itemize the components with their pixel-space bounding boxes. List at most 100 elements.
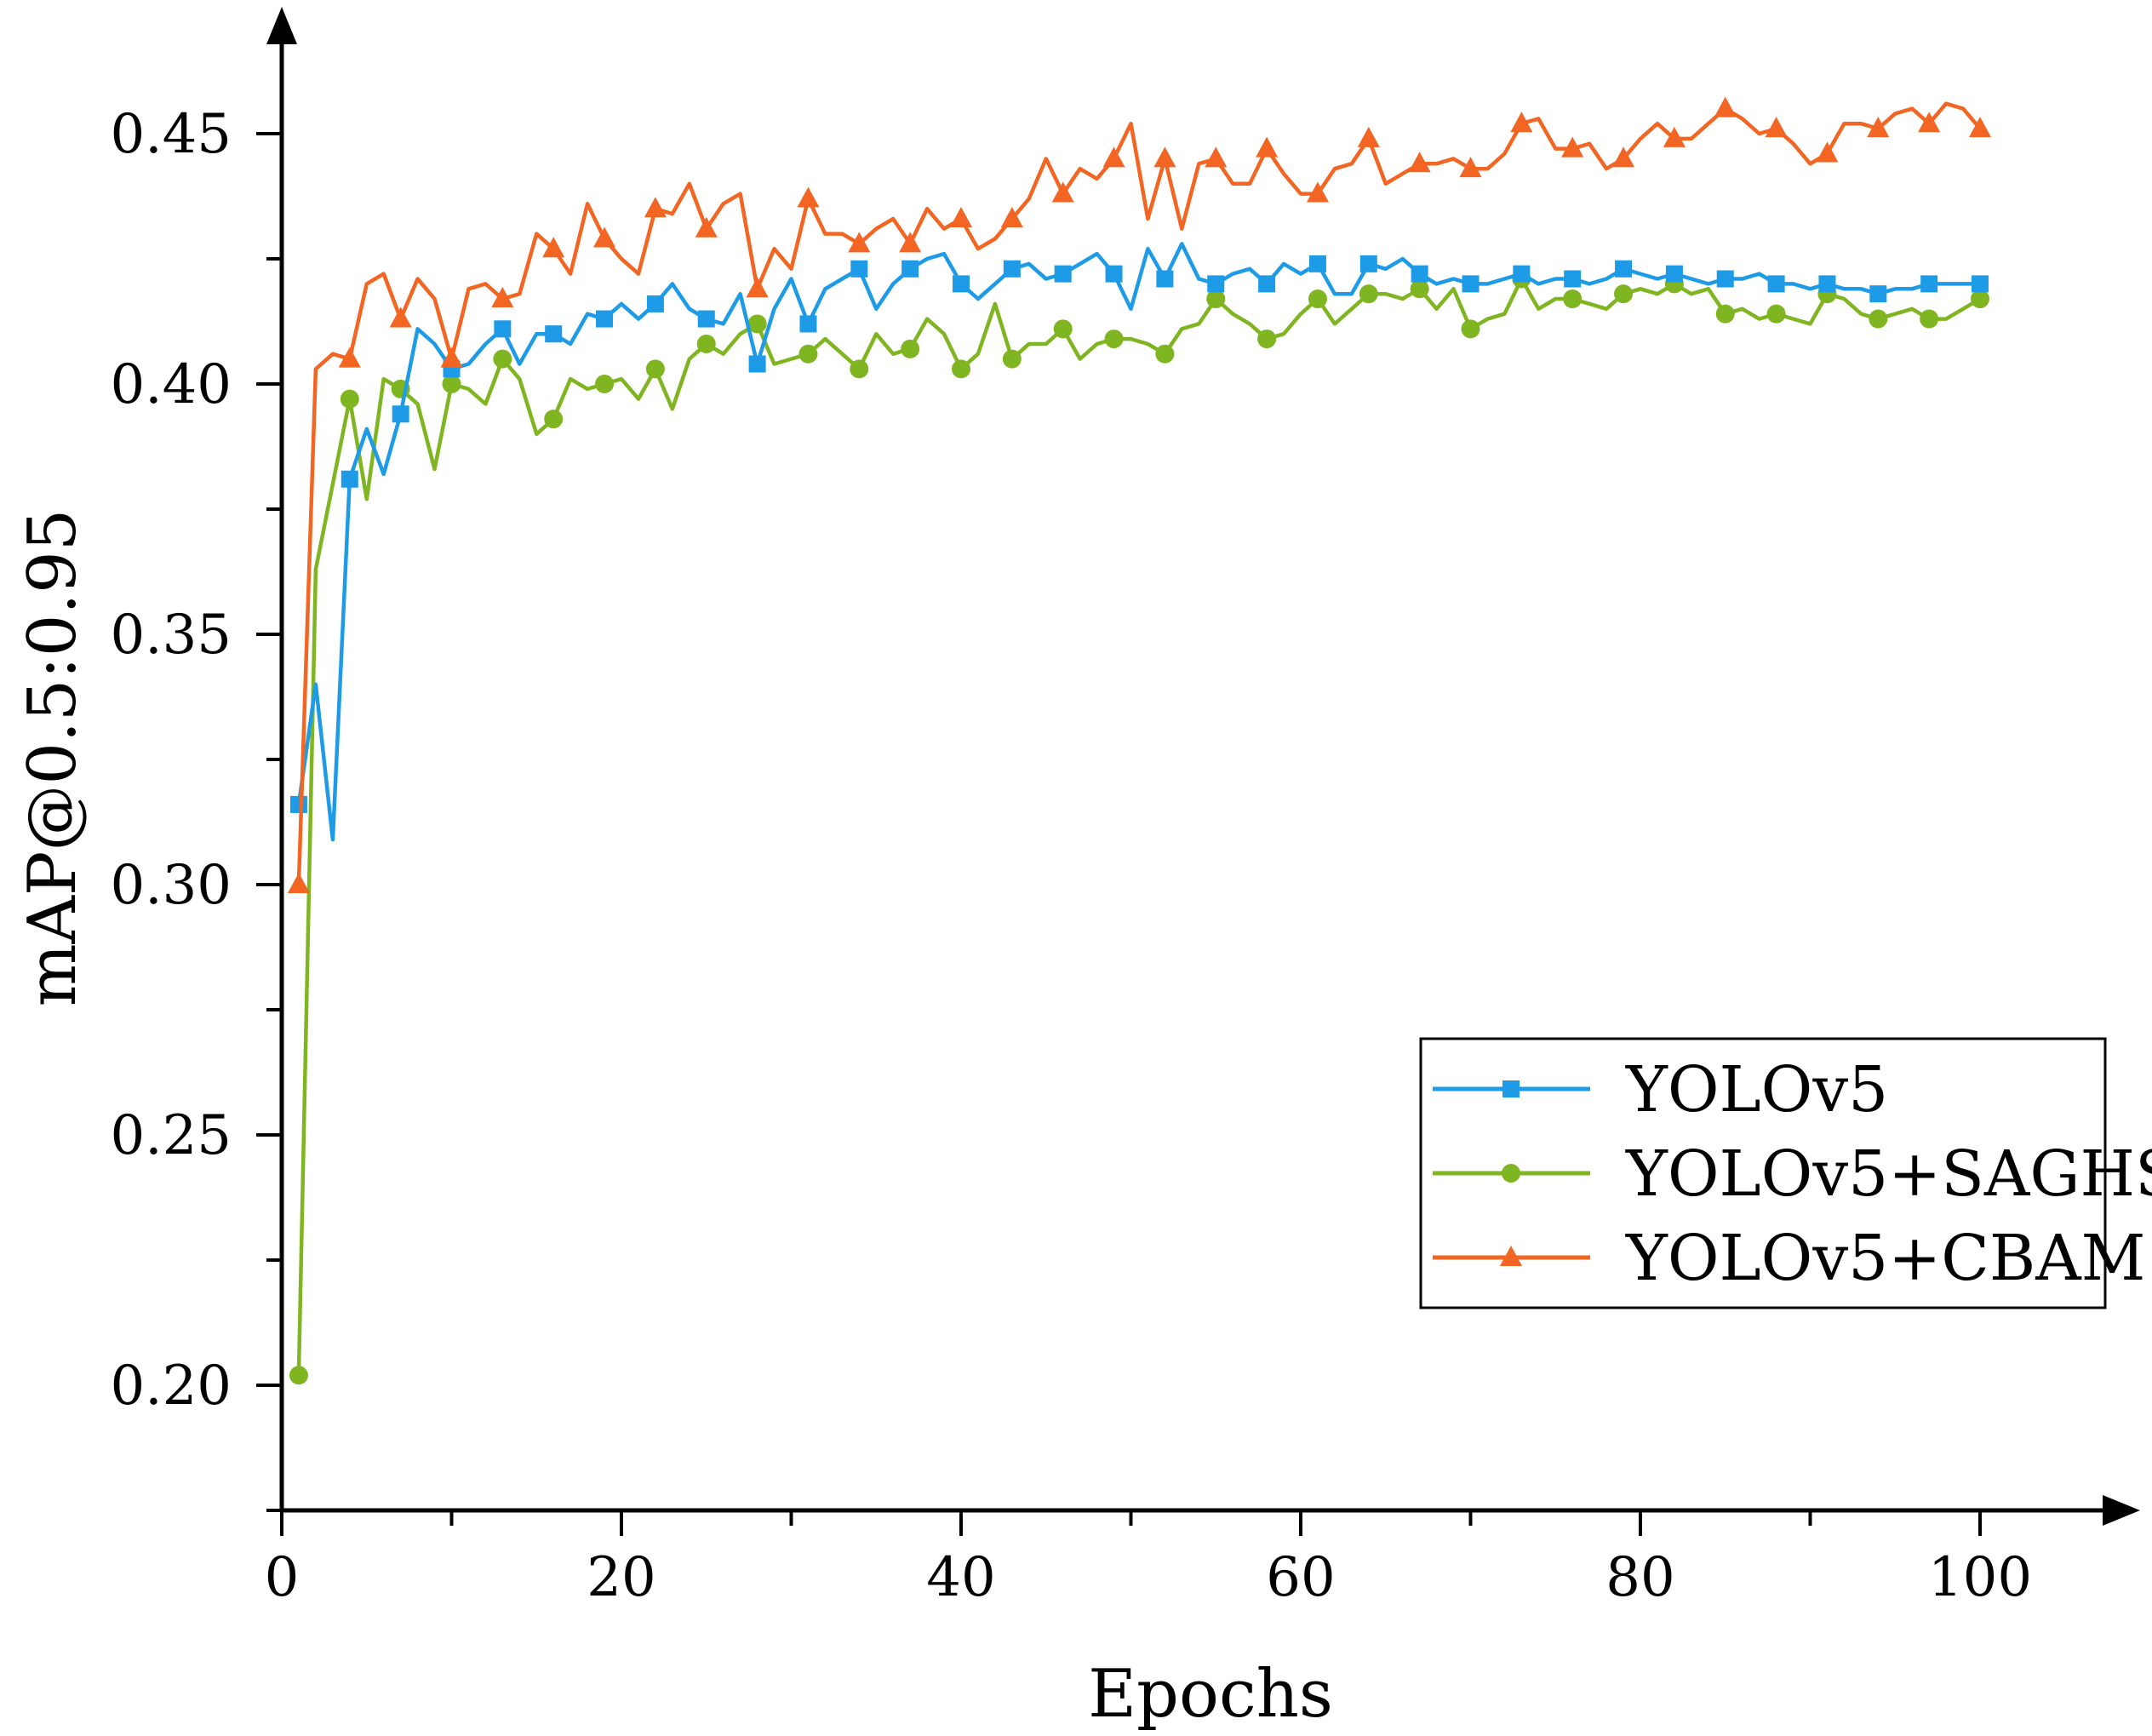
data-point (542, 237, 565, 258)
data-point (491, 287, 514, 308)
data-point (1869, 285, 1887, 303)
data-point (901, 260, 919, 278)
data-point (1867, 117, 1890, 138)
data-point (545, 325, 563, 343)
legend-label: YOLOv5+SAGHS (1625, 1137, 2152, 1211)
data-point (1408, 152, 1431, 173)
data-point (1461, 319, 1480, 339)
data-point (287, 873, 310, 893)
data-point (493, 349, 512, 369)
data-point (1206, 289, 1226, 309)
data-point (1716, 270, 1734, 288)
x-tick-label: 20 (587, 1546, 655, 1609)
data-point (1766, 304, 1786, 324)
ticks (256, 132, 1982, 1536)
data-point (340, 389, 359, 409)
data-point (494, 320, 512, 338)
data-point (1969, 117, 1991, 138)
data-point (593, 226, 616, 248)
data-point (1615, 260, 1633, 278)
data-point (1614, 284, 1634, 304)
data-point (389, 307, 412, 328)
data-point (1306, 181, 1329, 203)
data-point (850, 359, 869, 379)
data-point (1663, 126, 1686, 147)
x-tick-label: 80 (1605, 1546, 1674, 1609)
data-point (596, 310, 614, 328)
data-point (1714, 96, 1737, 117)
data-point (1459, 157, 1482, 178)
tick-labels: 0 20 40 60 80 100 0.20 0.25 0.30 0.35 0.40 0.45 (111, 103, 2033, 1609)
data-point (442, 375, 461, 393)
axes (266, 7, 2140, 1526)
data-point (1816, 141, 1839, 163)
data-point (950, 206, 972, 227)
data-point (1256, 136, 1279, 158)
data-point (1258, 275, 1276, 293)
y-tick-label: 0.30 (111, 854, 232, 917)
series-line (296, 277, 1982, 1376)
data-point (1972, 275, 1989, 293)
y-axis-arrow (266, 7, 297, 44)
data-point (696, 334, 716, 353)
data-point (850, 260, 868, 278)
data-point (595, 375, 615, 393)
legend-label: YOLOv5 (1625, 1053, 1888, 1126)
legend-item: YOLOv5 (1433, 1053, 1888, 1126)
data-point (1002, 349, 1022, 369)
series-line (296, 101, 1982, 885)
legend-item: YOLOv5+SAGHS (1433, 1137, 2152, 1211)
data-point (341, 470, 358, 488)
series-yolov5-saghs (289, 269, 1989, 1385)
data-point (1105, 265, 1123, 283)
data-point (1818, 275, 1836, 293)
data-point (899, 232, 922, 253)
data-point (798, 344, 818, 364)
data-point (747, 314, 767, 334)
series-yolov5-cbam (287, 96, 1991, 893)
data-point (1003, 260, 1021, 278)
data-point (544, 410, 564, 429)
data-point (1257, 329, 1277, 349)
data-point (392, 405, 409, 423)
data-point (697, 310, 715, 328)
data-point (1563, 289, 1583, 309)
data-point (645, 359, 665, 379)
data-point (1920, 309, 1939, 329)
data-point (1156, 270, 1174, 288)
x-axis-arrow (2103, 1495, 2140, 1526)
series-yolov5 (289, 242, 1989, 842)
data-point (1715, 304, 1735, 324)
data-point (901, 339, 920, 358)
data-point (1205, 146, 1228, 168)
data-point (1153, 146, 1176, 168)
legend: YOLOv5 YOLOv5+SAGHS YOLOv5+CBAM (1419, 1037, 2152, 1309)
data-point (1765, 117, 1788, 138)
x-tick-label: 100 (1928, 1546, 2032, 1609)
legend-item: YOLOv5+CBAM (1433, 1222, 2145, 1295)
data-point (1308, 289, 1327, 309)
data-point (1308, 255, 1326, 272)
data-point (953, 275, 970, 293)
x-tick-label: 60 (1266, 1546, 1335, 1609)
data-point (1869, 309, 1888, 329)
legend-marker (1500, 1246, 1522, 1266)
data-point (797, 186, 820, 208)
data-point (1051, 181, 1074, 203)
data-point (644, 197, 667, 218)
legend-marker (1502, 1164, 1520, 1183)
x-tick-label: 40 (926, 1546, 995, 1609)
data-point (1564, 270, 1582, 288)
series-layer (287, 96, 1991, 1385)
data-point (746, 277, 769, 298)
data-point (1207, 275, 1225, 293)
data-point (1155, 344, 1175, 364)
y-tick-label: 0.40 (111, 353, 232, 416)
data-point (1359, 284, 1378, 304)
y-axis-title: mAP@0.5:0.95 (14, 509, 91, 1007)
data-point (1000, 206, 1023, 227)
data-point (695, 216, 718, 238)
data-point (289, 795, 307, 813)
data-point (1665, 265, 1683, 283)
